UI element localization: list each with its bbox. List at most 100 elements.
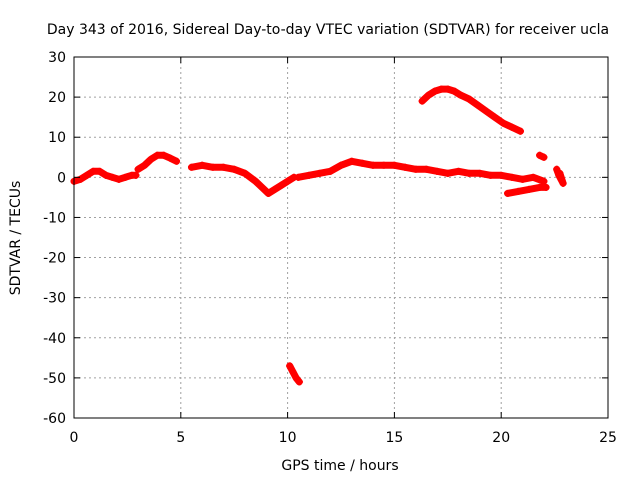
series-trace (418, 85, 524, 135)
series-arc-8 (536, 151, 548, 161)
data-point (187, 163, 195, 171)
data-point (115, 175, 123, 183)
data-point (444, 85, 452, 93)
data-point (292, 374, 300, 382)
series-trace (286, 362, 303, 386)
grid (74, 57, 608, 418)
data-point (337, 161, 345, 169)
data-point (121, 173, 129, 181)
data-point (553, 165, 561, 173)
data-point (491, 113, 499, 121)
y-tick-label: -60 (43, 411, 66, 427)
series-arc-5 (294, 157, 548, 185)
data-point (220, 163, 228, 171)
x-tick-label: 20 (492, 430, 510, 446)
data-point (529, 173, 537, 181)
data-point (516, 127, 524, 135)
data-point (401, 163, 409, 171)
data-point (536, 183, 544, 191)
data-point (166, 154, 174, 162)
x-tick-label: 25 (599, 430, 617, 446)
data-point (295, 378, 303, 386)
series-trace (188, 161, 298, 197)
y-tick-label: 0 (57, 170, 66, 186)
data-point (482, 107, 490, 115)
data-point (559, 179, 567, 187)
data-point (209, 163, 217, 171)
data-point (514, 187, 522, 195)
data-point (230, 165, 238, 173)
data-point (173, 157, 181, 165)
data-point (540, 153, 548, 161)
data-point (289, 368, 297, 376)
y-tick-label: -50 (43, 371, 66, 387)
data-point (487, 171, 495, 179)
data-point (132, 171, 140, 179)
series-arc-6 (504, 183, 550, 197)
data-point (140, 161, 148, 169)
series-arc-1 (70, 167, 140, 185)
data-point (437, 85, 445, 93)
data-point (147, 155, 155, 163)
series-arc-2 (134, 151, 181, 173)
y-axis-label: SDTVAR / TECUs (8, 181, 24, 296)
x-tick-label: 5 (176, 430, 185, 446)
y-tick-label: 10 (48, 130, 66, 146)
data-point (425, 91, 433, 99)
data-point (454, 167, 462, 175)
data-point (457, 91, 465, 99)
data-point (160, 151, 168, 159)
data-point (96, 167, 104, 175)
data-point (316, 169, 324, 177)
x-axis-label: GPS time / hours (281, 458, 398, 474)
data-point (294, 173, 302, 181)
data-point (508, 123, 516, 131)
data-point (465, 169, 473, 177)
data-point (89, 167, 97, 175)
data-point (499, 119, 507, 127)
data-point (134, 165, 142, 173)
data-point (153, 151, 161, 159)
data-point (418, 97, 426, 105)
data-point (422, 165, 430, 173)
series-arc-4 (286, 362, 303, 386)
data-point (433, 167, 441, 175)
data-point (277, 181, 285, 189)
data-point (474, 101, 482, 109)
data-point (264, 189, 272, 197)
plot-area (70, 85, 567, 386)
series-arc-7 (418, 85, 524, 135)
data-point (450, 87, 458, 95)
data-point (102, 171, 110, 179)
data-point (504, 189, 512, 197)
data-point (444, 169, 452, 177)
data-point (380, 161, 388, 169)
x-tick-label: 0 (70, 430, 79, 446)
y-tick-label: -30 (43, 291, 66, 307)
data-point (348, 157, 356, 165)
y-tick-label: -10 (43, 210, 66, 226)
data-point (431, 87, 439, 95)
y-tick-label: 20 (48, 90, 66, 106)
data-point (252, 177, 260, 185)
series-trace (294, 157, 548, 185)
data-point (519, 175, 527, 183)
data-point (542, 183, 550, 191)
data-point (83, 171, 91, 179)
y-tick-label: -40 (43, 331, 66, 347)
data-point (108, 173, 116, 181)
data-point (284, 177, 292, 185)
ticks: 0 5 10 15 20 25 30 20 10 0 -10 -20 -30 -40 -50 -60 (43, 50, 617, 446)
data-point (286, 362, 294, 370)
data-point (198, 161, 206, 169)
data-point (305, 171, 313, 179)
series-arc-9 (553, 165, 567, 187)
x-tick-label: 10 (279, 430, 297, 446)
data-point (465, 95, 473, 103)
data-point (241, 169, 249, 177)
y-tick-label: -20 (43, 251, 66, 267)
chart-title: Day 343 of 2016, Sidereal Day-to-day VTE… (47, 22, 609, 38)
data-point (508, 173, 516, 181)
data-point (536, 151, 544, 159)
data-point (258, 183, 266, 191)
